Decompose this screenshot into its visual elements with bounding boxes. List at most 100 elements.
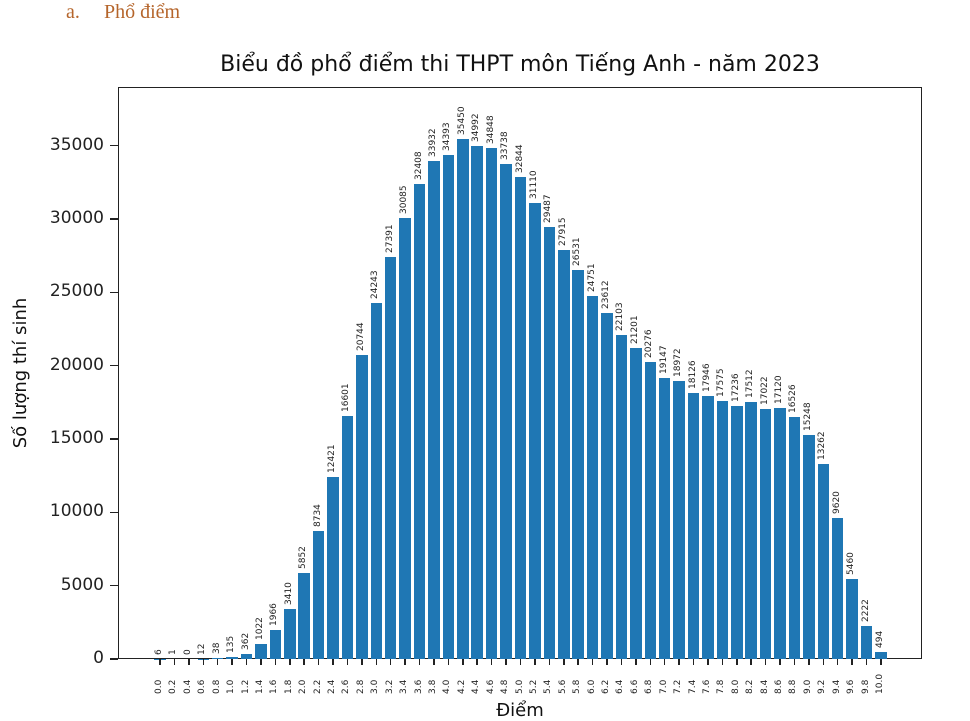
- bar-value-label: 17120: [774, 375, 784, 404]
- bar-value-label: 35450: [457, 106, 467, 135]
- bar-value-label: 27391: [385, 225, 395, 254]
- x-tick-label: 5.2: [529, 680, 539, 694]
- bar: [688, 393, 700, 659]
- x-tick-label: 9.2: [817, 680, 827, 694]
- bar-value-label: 13262: [817, 432, 827, 461]
- x-tick-label: 3.2: [385, 680, 395, 694]
- bar: [731, 406, 743, 659]
- x-tick: [837, 659, 839, 665]
- x-tick: [476, 659, 478, 665]
- bar-value-label: 15248: [803, 403, 813, 432]
- x-tick: [549, 659, 551, 665]
- x-tick: [794, 659, 796, 665]
- bar-value-label: 0: [183, 649, 193, 655]
- x-tick: [275, 659, 277, 665]
- x-tick-label: 6.0: [587, 680, 597, 694]
- bar-value-label: 1966: [269, 603, 279, 626]
- y-tick-label: 0: [4, 648, 104, 668]
- x-tick: [491, 659, 493, 665]
- x-tick: [318, 659, 320, 665]
- bar: [846, 579, 858, 659]
- x-tick-label: 8.0: [731, 680, 741, 694]
- x-tick-label: 9.4: [832, 680, 842, 694]
- y-tick-label: 25000: [4, 281, 104, 301]
- x-tick-label: 4.2: [457, 680, 467, 694]
- x-tick: [563, 659, 565, 665]
- x-tick: [520, 659, 522, 665]
- bar-value-label: 17236: [731, 374, 741, 403]
- bar: [717, 401, 729, 659]
- bar-value-label: 26531: [572, 237, 582, 266]
- bar-value-label: 32844: [515, 145, 525, 174]
- bar: [371, 303, 383, 659]
- x-tick-label: 1.2: [241, 680, 251, 694]
- x-tick: [376, 659, 378, 665]
- bar-value-label: 5460: [846, 552, 856, 575]
- x-tick-label: 9.8: [861, 680, 871, 694]
- y-tick-label: 20000: [4, 355, 104, 375]
- bar: [471, 146, 483, 659]
- x-tick: [664, 659, 666, 665]
- bar: [803, 435, 815, 659]
- x-tick: [880, 659, 882, 665]
- bar: [385, 257, 397, 659]
- x-tick-label: 1.6: [269, 680, 279, 694]
- bar-value-label: 1: [168, 649, 178, 655]
- bar: [861, 626, 873, 659]
- x-tick-label: 6.4: [615, 680, 625, 694]
- bar-value-label: 34992: [471, 113, 481, 142]
- x-tick: [707, 659, 709, 665]
- bar-value-label: 21201: [630, 315, 640, 344]
- bar-value-label: 5852: [298, 546, 308, 569]
- bar: [255, 644, 267, 659]
- x-tick-label: 7.2: [673, 680, 683, 694]
- bar-value-label: 362: [241, 633, 251, 650]
- x-tick-label: 2.2: [313, 680, 323, 694]
- bar: [789, 417, 801, 659]
- x-tick: [303, 659, 305, 665]
- bar-value-label: 19147: [659, 346, 669, 375]
- x-tick-label: 3.6: [414, 680, 424, 694]
- bar-value-label: 30085: [399, 185, 409, 214]
- bar-value-label: 17022: [760, 377, 770, 406]
- x-tick-label: 0.2: [168, 680, 178, 694]
- bar-value-label: 17946: [702, 363, 712, 392]
- y-tick: [110, 292, 118, 294]
- y-tick: [110, 658, 118, 660]
- x-tick-label: 3.4: [399, 680, 409, 694]
- section-heading: a.Phổ điểm: [66, 1, 180, 24]
- bar-value-label: 18126: [688, 361, 698, 390]
- bar-value-label: 23612: [601, 280, 611, 309]
- x-tick: [750, 659, 752, 665]
- bar: [457, 139, 469, 659]
- x-tick-label: 6.8: [644, 680, 654, 694]
- bar: [601, 313, 613, 659]
- bar: [875, 652, 887, 659]
- bar: [284, 609, 296, 659]
- bar: [572, 270, 584, 659]
- bar: [327, 477, 339, 659]
- bar-value-label: 17512: [745, 370, 755, 399]
- bar: [673, 381, 685, 659]
- bar: [399, 218, 411, 659]
- y-tick-label: 10000: [4, 501, 104, 521]
- x-tick-label: 9.0: [803, 680, 813, 694]
- y-tick-label: 15000: [4, 428, 104, 448]
- bar-value-label: 34848: [486, 115, 496, 144]
- bar-value-label: 24243: [370, 271, 380, 300]
- x-tick: [347, 659, 349, 665]
- x-tick-label: 6.2: [601, 680, 611, 694]
- x-tick: [678, 659, 680, 665]
- x-tick-label: 4.4: [471, 680, 481, 694]
- y-tick: [110, 145, 118, 147]
- x-tick: [851, 659, 853, 665]
- x-tick-label: 7.0: [659, 680, 669, 694]
- bar: [428, 161, 440, 659]
- x-tick-label: 3.8: [428, 680, 438, 694]
- y-tick-label: 30000: [4, 208, 104, 228]
- x-tick: [505, 659, 507, 665]
- x-tick: [203, 659, 205, 665]
- x-tick: [448, 659, 450, 665]
- x-tick: [332, 659, 334, 665]
- y-tick: [110, 218, 118, 220]
